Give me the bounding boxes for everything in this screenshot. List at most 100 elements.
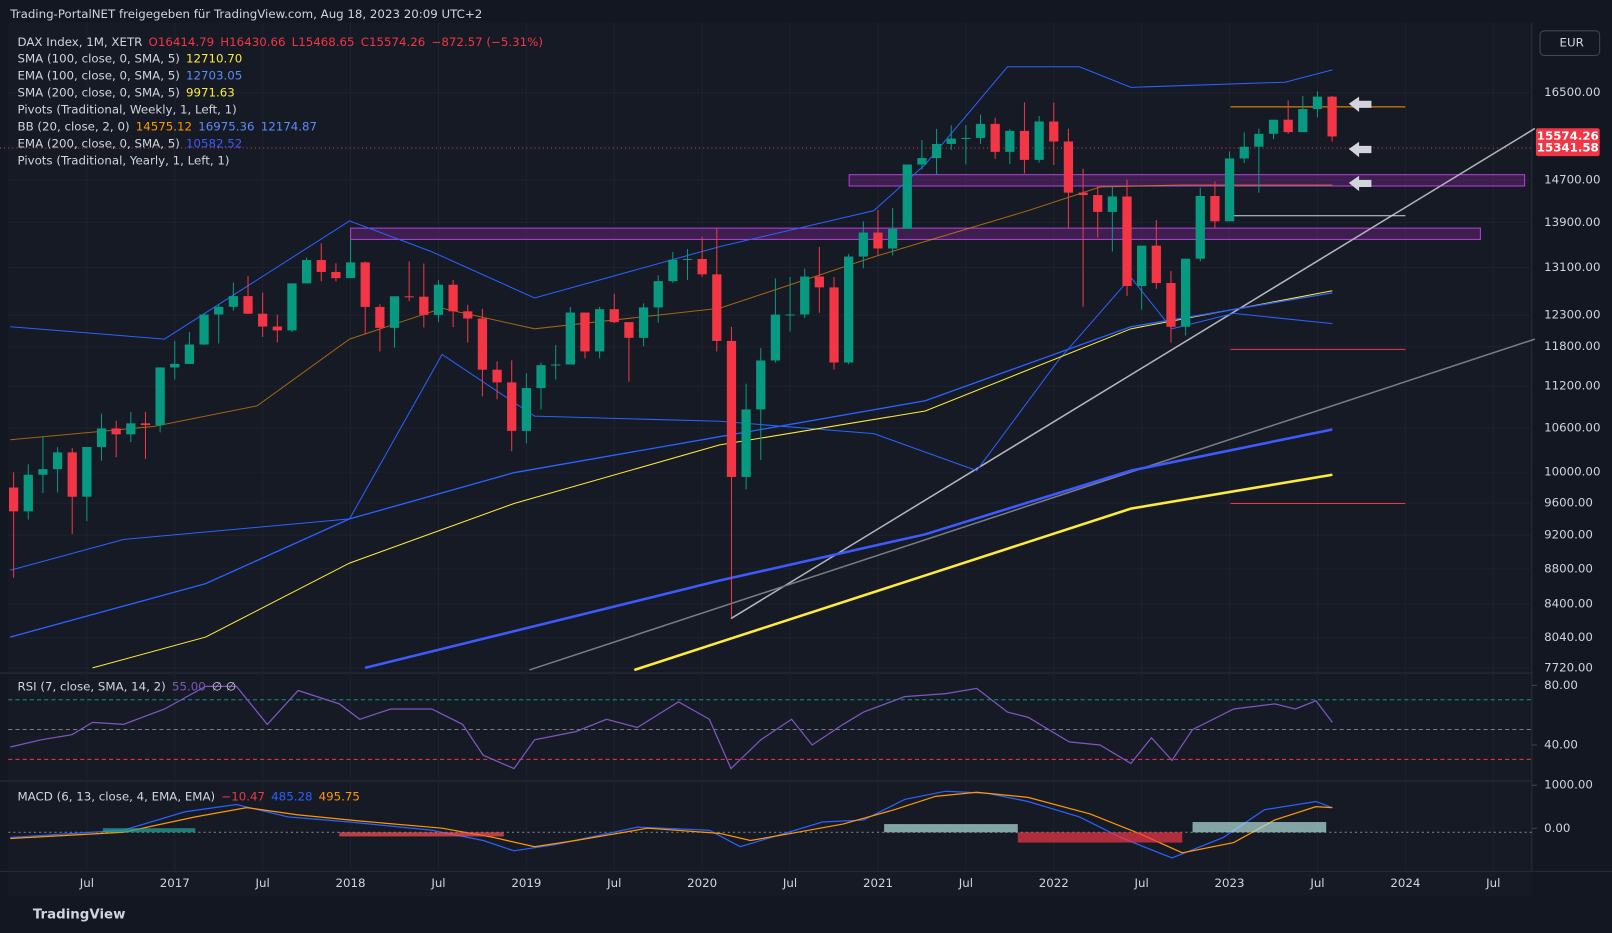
macd-histogram	[102, 822, 1327, 843]
y-tick-label: 13100.00	[1544, 260, 1600, 274]
sma-100	[92, 290, 1333, 669]
legend-ohlc: −872.57 (−5.31%)	[431, 35, 543, 49]
rsi-line	[10, 685, 1333, 770]
candle-body	[785, 314, 795, 316]
candle-body	[829, 287, 839, 363]
candle-body	[917, 158, 927, 165]
candle-body	[741, 409, 751, 477]
y-tick-label: 11800.00	[1544, 339, 1600, 353]
candle-body	[638, 307, 649, 338]
arrow	[1348, 96, 1372, 113]
macd-histogram-bars	[1017, 832, 1183, 843]
candle-body	[1210, 196, 1220, 222]
y-tick-label: 9200.00	[1544, 528, 1593, 542]
candle-body	[126, 423, 136, 435]
currency[interactable]: EUR	[1560, 36, 1584, 50]
candle-body	[726, 340, 737, 477]
candle-body	[8, 487, 19, 512]
legend: DAX Index, 1M, XETR O16414.79 H16430.66 L15…	[17, 35, 542, 167]
brand: TradingView	[33, 908, 126, 923]
y-tick-label: 8040.00	[1544, 630, 1593, 644]
indicator-value: 12174.87	[261, 119, 317, 133]
y-tick-label: 8400.00	[1544, 597, 1593, 611]
legend-indicator: SMA (200, close, 0, SMA, 5) 9971.63	[17, 85, 234, 99]
indicator-value: 12703.05	[186, 68, 242, 82]
y-tick-label: 16500.00	[1544, 85, 1600, 99]
candle-body	[990, 123, 1000, 152]
y-tick-label: 10600.00	[1544, 420, 1600, 434]
candle-body	[712, 274, 722, 341]
candle-body	[902, 164, 912, 229]
candle-body	[536, 365, 546, 389]
x-tick-label: Jul	[79, 876, 94, 890]
legend-indicator: BB (20, close, 2, 0) 14575.12 16975.36 1217…	[17, 119, 317, 133]
indicator-value: 10582.52	[186, 136, 242, 150]
candle-body	[1107, 196, 1117, 212]
indicator-name: Pivots (Traditional, Yearly, 1, Left, 1)	[17, 153, 229, 167]
currency-button[interactable]	[1539, 30, 1601, 57]
legend-ohlc: L15468.65	[292, 35, 355, 49]
candle-body	[624, 322, 634, 338]
candle-body	[111, 428, 121, 435]
candle-body	[404, 296, 414, 298]
x-tick-label: 2021	[863, 876, 893, 890]
macd-histogram-bars	[1192, 822, 1327, 833]
macd-histogram-bars	[102, 828, 196, 833]
sma-200	[633, 473, 1333, 672]
macd-tick-label: 0.00	[1544, 821, 1570, 835]
indicator-value: 16975.36	[198, 119, 254, 133]
candle-body	[1283, 119, 1293, 133]
rsi-extra: ∅ ∅	[212, 679, 236, 693]
y-tick-label: 7720.00	[1544, 661, 1593, 675]
x-tick-label: Jul	[1485, 876, 1500, 890]
support-zone	[848, 174, 1526, 187]
legend-indicator: EMA (200, close, 0, SMA, 5) 10582.52	[17, 136, 242, 150]
candle-body	[82, 446, 92, 497]
candle-body	[1137, 245, 1147, 287]
indicator-name: EMA (200, close, 0, SMA, 5)	[17, 136, 179, 150]
candle-body	[1078, 192, 1088, 196]
legend-indicator: SMA (100, close, 0, SMA, 5) 12710.70	[17, 51, 242, 65]
y-tick-label: 10000.00	[1544, 465, 1600, 479]
x-tick-label: 2023	[1215, 876, 1245, 890]
header: Trading-PortalNET freigegeben für Tradin…	[9, 7, 482, 21]
candle-body	[258, 313, 268, 327]
arrow	[1348, 141, 1372, 158]
arrow	[1348, 175, 1372, 192]
legend-ohlc: C15574.26	[361, 35, 426, 49]
indicator-name: SMA (100, close, 0, SMA, 5)	[17, 51, 179, 65]
candle-body	[1327, 96, 1337, 137]
x-tick-label: Jul	[782, 876, 797, 890]
candle-body	[170, 363, 180, 368]
x-tick-label: Jul	[255, 876, 270, 890]
candle-body	[287, 283, 297, 331]
x-tick-label: Jul	[958, 876, 973, 890]
x-tick-label: Jul	[1309, 876, 1324, 890]
x-tick-label: 2018	[336, 876, 366, 890]
candle-body	[580, 312, 590, 352]
indicator-value: 9971.63	[186, 85, 235, 99]
candle-body	[52, 452, 63, 470]
legend-ohlc: H16430.66	[220, 35, 285, 49]
candle-body	[67, 452, 77, 497]
y-tick-label: 8800.00	[1544, 561, 1593, 575]
macd-value: 485.28	[271, 789, 312, 803]
candle-body	[272, 326, 282, 331]
rsi-tick-label: 40.00	[1544, 737, 1578, 751]
y-tick-label: 12300.00	[1544, 308, 1600, 322]
price-label: 15341.58	[1537, 140, 1599, 154]
candle-body	[858, 232, 868, 257]
candle-body	[228, 296, 238, 307]
rsi-value: 55.00	[172, 679, 206, 693]
candle-body	[697, 258, 707, 275]
candle-body	[507, 382, 517, 431]
candle-body	[331, 271, 341, 279]
candle-body	[155, 367, 165, 426]
candle-body	[448, 284, 458, 312]
candle-body	[800, 276, 810, 315]
candle-body	[1005, 130, 1015, 152]
macd-signal	[10, 791, 1333, 854]
macd-title: MACD (6, 13, close, 4, EMA, EMA)	[17, 789, 215, 803]
macd-value: −10.47	[221, 789, 265, 803]
